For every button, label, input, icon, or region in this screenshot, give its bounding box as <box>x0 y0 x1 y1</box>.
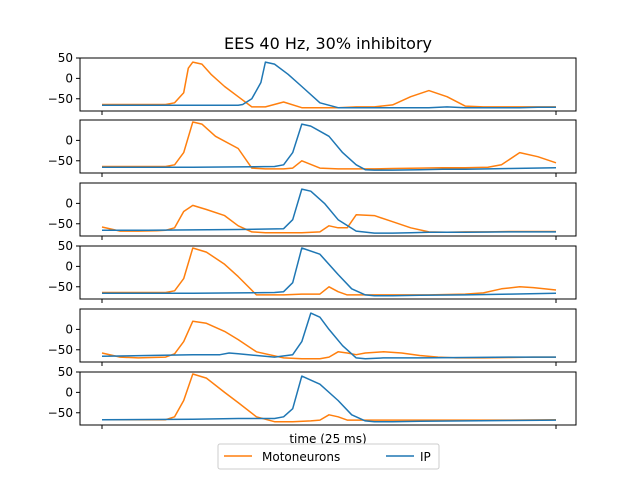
y-tick-label: 0 <box>65 259 73 273</box>
y-tick-label: −50 <box>48 154 73 168</box>
series-line-ip <box>101 312 556 360</box>
y-tick-label: 0 <box>65 196 73 210</box>
y-tick-label: 0 <box>65 385 73 399</box>
y-tick-label: 50 <box>58 51 73 65</box>
panel-5: −50 0 <box>48 308 577 366</box>
y-tick-label: −50 <box>48 217 73 231</box>
chart-title: EES 40 Hz, 30% inhibitory <box>224 34 432 53</box>
y-tick-label: 0 <box>65 322 73 336</box>
panel-frame <box>79 182 577 237</box>
series-line-motoneurons <box>102 121 557 170</box>
x-axis-label: time (25 ms) <box>289 432 366 446</box>
panel-3: −50 0 <box>48 182 577 240</box>
panels: −50 0 50 −50 0 −50 0 −50 0 50 −50 0 −50 0 50 <box>48 51 577 429</box>
y-tick-label: 50 <box>58 365 73 379</box>
y-tick-label: −50 <box>48 343 73 357</box>
y-tick-label: −50 <box>48 406 73 420</box>
y-tick-label: −50 <box>48 92 73 106</box>
panel-frame <box>79 245 577 300</box>
legend-label-motoneurons: Motoneurons <box>262 450 340 464</box>
legend-label-ip: IP <box>420 450 431 464</box>
panel-6: −50 0 50 <box>48 365 577 429</box>
series-line-ip <box>102 123 557 171</box>
panel-1: −50 0 50 <box>48 51 577 115</box>
series-line-ip <box>101 375 557 423</box>
y-tick-label: −50 <box>48 280 73 294</box>
panel-frame <box>79 371 577 426</box>
legend-frame <box>217 443 440 470</box>
panel-2: −50 0 <box>48 119 577 177</box>
series-line-motoneurons <box>102 373 557 423</box>
series-line-ip <box>102 188 556 234</box>
panel-frame <box>79 119 577 174</box>
panel-frame <box>79 57 577 112</box>
series-line-ip <box>102 247 557 297</box>
series-line-motoneurons <box>102 247 557 296</box>
series-line-ip <box>102 61 556 109</box>
panel-4: −50 0 50 <box>48 239 577 303</box>
y-tick-label: 50 <box>58 239 73 253</box>
panel-frame <box>79 308 577 363</box>
legend: Motoneurons IP <box>217 443 440 470</box>
y-tick-label: 0 <box>65 71 73 85</box>
y-tick-label: 0 <box>65 133 73 147</box>
series-line-motoneurons <box>102 61 556 109</box>
